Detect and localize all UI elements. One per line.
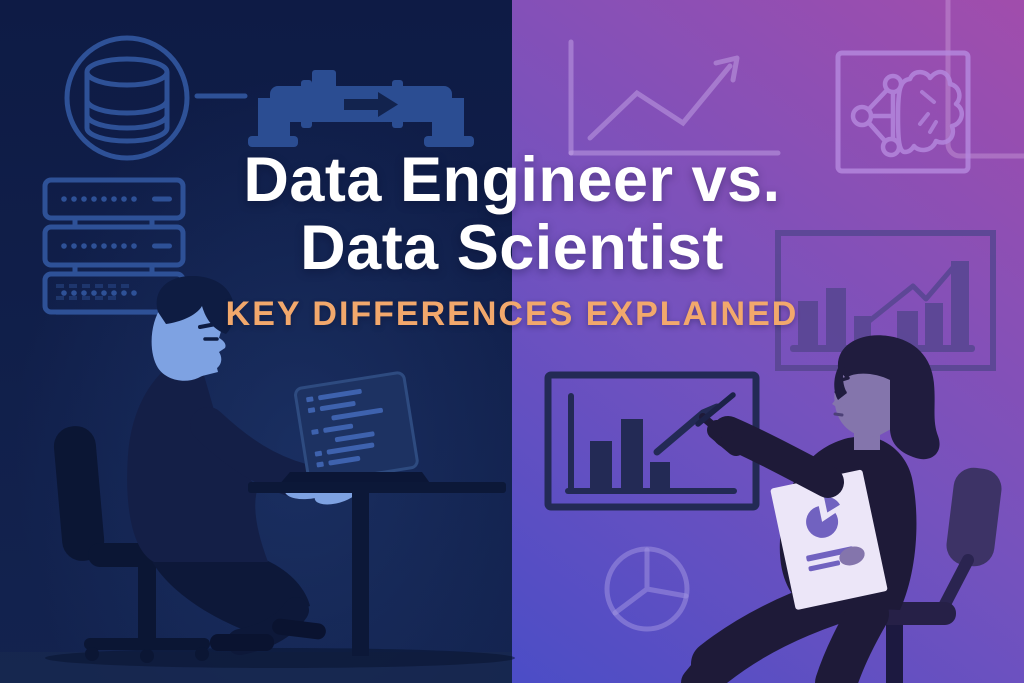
engineer-eyebrow [198, 322, 218, 329]
trend-line-chart-icon [568, 39, 781, 156]
ai-network-brain-icon [835, 50, 971, 174]
server-leds-row2 [61, 243, 172, 249]
engineer-hair [156, 276, 235, 334]
scientist-hand-on-paper [839, 546, 865, 566]
office-chair [53, 426, 216, 663]
server-leds-row3 [61, 290, 137, 296]
pen [695, 392, 736, 427]
laptop-code-lines [306, 388, 383, 468]
scientist-eyebrow [836, 376, 850, 383]
database-icon [64, 35, 248, 161]
pie-chart-icon [604, 546, 690, 632]
laptop-screen [294, 371, 419, 485]
data-engineer-figure [127, 276, 360, 655]
pipeline-arrow [344, 92, 398, 117]
desk [248, 482, 506, 656]
scientist-mouth [833, 412, 844, 417]
engineer-torso [127, 352, 268, 562]
brain-half [895, 69, 965, 155]
code-lines-decoration [56, 284, 176, 315]
pipeline-icon [248, 70, 474, 147]
left-floor-shadow [45, 648, 515, 668]
server-leds-row1 [61, 196, 172, 202]
network-half [850, 73, 904, 158]
stool-chair [850, 467, 1002, 683]
faint-square-decoration [945, 0, 1024, 159]
laptop [278, 371, 432, 486]
data-scientist-figure [681, 335, 940, 683]
scientist-hair [837, 335, 940, 460]
report-paper [770, 469, 888, 610]
